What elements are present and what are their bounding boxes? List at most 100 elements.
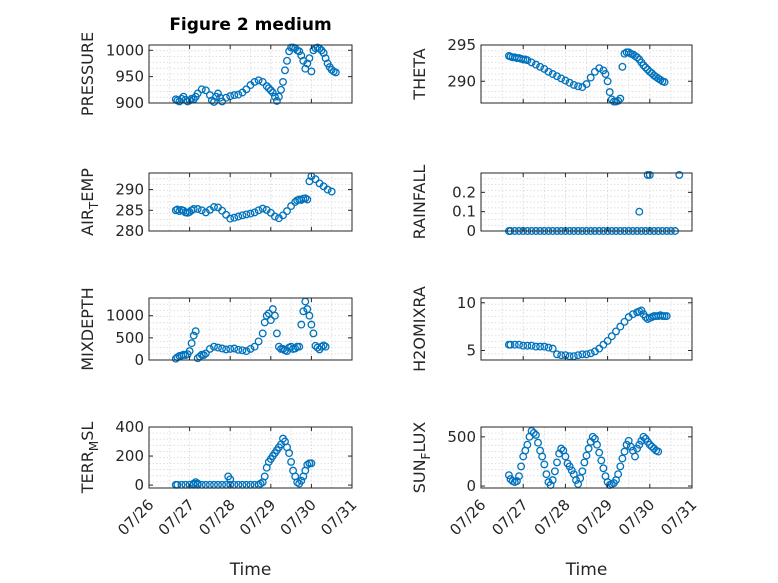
- data-point: [222, 345, 231, 354]
- data-point: [285, 449, 294, 458]
- axes-box: [480, 297, 693, 361]
- data-point: [618, 62, 627, 71]
- data-point: [311, 175, 320, 184]
- data-point: [305, 311, 314, 320]
- data-point: [561, 76, 570, 85]
- data-point: [504, 471, 513, 480]
- data-point: [193, 205, 202, 213]
- data-point: [519, 341, 528, 350]
- data-point: [185, 347, 194, 356]
- data-point: [597, 456, 606, 465]
- data-point: [270, 311, 279, 320]
- data-point: [586, 73, 595, 82]
- data-point: [214, 343, 222, 352]
- data-point: [323, 185, 332, 194]
- data-point: [250, 77, 259, 86]
- data-point: [567, 466, 576, 475]
- data-point: [645, 440, 654, 449]
- data-point: [536, 342, 545, 351]
- data-point: [540, 460, 549, 469]
- axes-box: [480, 44, 693, 104]
- data-point: [260, 472, 269, 481]
- data-point: [268, 88, 277, 97]
- y-tick-label: 290: [447, 72, 476, 90]
- subplot-6: 5 10 H2OMIXRA: [410, 286, 693, 372]
- data-point: [201, 349, 210, 358]
- data-point: [234, 90, 243, 99]
- data-point: [531, 60, 540, 69]
- data-point: [542, 470, 551, 479]
- data-point: [262, 82, 271, 91]
- y-axis-label: PRESSURE: [78, 32, 97, 116]
- data-point: [593, 440, 601, 449]
- data-point: [548, 476, 557, 485]
- data-point: [250, 208, 259, 217]
- data-point: [254, 76, 263, 85]
- data-point: [550, 467, 559, 476]
- data-point: [515, 340, 523, 349]
- data-point: [588, 432, 597, 441]
- y-tick-label: 0: [134, 351, 144, 369]
- data-point: [297, 320, 306, 329]
- data-point: [614, 96, 623, 105]
- data-point: [309, 329, 318, 338]
- data-point: [197, 206, 206, 215]
- y-tick-label: 200: [115, 447, 144, 465]
- y-axis-label: H2OMIXRA: [410, 286, 429, 372]
- data-point: [517, 462, 526, 471]
- data-point: [582, 80, 591, 89]
- y-tick-label: 0.1: [452, 203, 476, 221]
- data-point: [603, 336, 612, 345]
- y-axis-label: SUNFLUX: [410, 422, 433, 494]
- data-point: [266, 316, 275, 325]
- data-point: [578, 467, 587, 476]
- data-point: [242, 210, 251, 219]
- data-point: [210, 203, 218, 211]
- data-point: [523, 56, 532, 65]
- data-point: [185, 96, 194, 105]
- data-point: [321, 342, 330, 351]
- data-point: [523, 341, 532, 350]
- data-point: [595, 64, 604, 73]
- data-point: [506, 340, 515, 349]
- data-point: [620, 317, 629, 326]
- data-point: [595, 448, 604, 457]
- data-point: [266, 86, 275, 95]
- data-point: [512, 477, 521, 486]
- data-point: [595, 344, 604, 353]
- data-point: [538, 452, 547, 461]
- y-tick-label: 1000: [106, 307, 144, 325]
- data-point: [283, 207, 291, 216]
- data-point: [515, 472, 523, 481]
- data-point: [327, 187, 336, 196]
- data-point: [246, 209, 255, 218]
- data-point: [279, 77, 287, 86]
- data-point: [242, 347, 251, 356]
- y-tick-label: 0.2: [452, 183, 476, 201]
- data-point: [523, 440, 532, 449]
- data-point: [287, 457, 296, 466]
- data-point: [645, 170, 654, 179]
- data-point: [561, 452, 570, 461]
- data-point: [569, 80, 578, 89]
- y-tick-label: 0: [134, 476, 144, 494]
- data-point: [201, 86, 210, 95]
- data-point: [230, 213, 239, 222]
- data-point: [193, 89, 202, 98]
- data-point: [189, 331, 198, 340]
- data-point: [622, 440, 631, 449]
- data-point: [242, 85, 251, 94]
- axes-box: [148, 44, 353, 104]
- data-point: [191, 327, 200, 336]
- data-point: [607, 332, 616, 341]
- data-point: [272, 96, 281, 105]
- data-point: [616, 94, 625, 103]
- chart-title: Figure 2 medium: [169, 15, 331, 35]
- data-point: [234, 345, 243, 354]
- y-tick-label: 0: [466, 477, 476, 495]
- data-point: [601, 70, 610, 78]
- y-tick-label: 500: [447, 428, 476, 446]
- data-point: [293, 478, 302, 487]
- data-point: [527, 341, 536, 350]
- data-point: [270, 92, 279, 101]
